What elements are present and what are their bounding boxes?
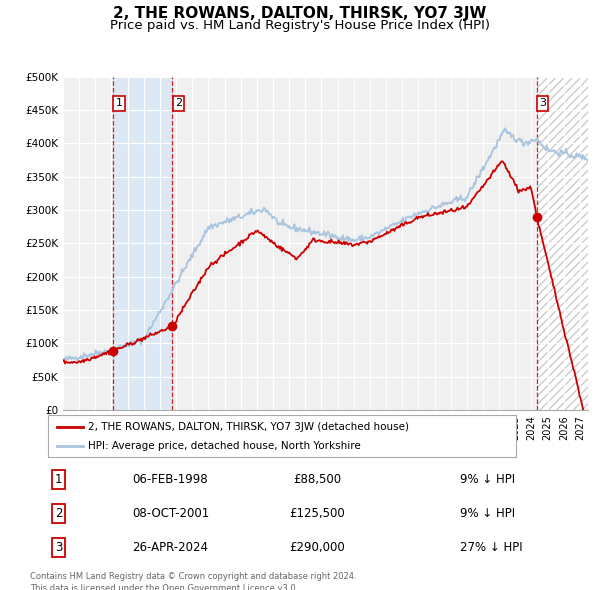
- Bar: [536, 77, 588, 410]
- Text: 2, THE ROWANS, DALTON, THIRSK, YO7 3JW: 2, THE ROWANS, DALTON, THIRSK, YO7 3JW: [113, 6, 487, 21]
- Text: Contains HM Land Registry data © Crown copyright and database right 2024.
This d: Contains HM Land Registry data © Crown c…: [30, 572, 356, 590]
- Text: 2: 2: [175, 99, 182, 109]
- Text: HPI: Average price, detached house, North Yorkshire: HPI: Average price, detached house, Nort…: [88, 441, 361, 451]
- Text: 2: 2: [55, 507, 62, 520]
- Text: 3: 3: [539, 99, 546, 109]
- Bar: [536, 77, 588, 410]
- Text: 3: 3: [55, 541, 62, 554]
- Text: £290,000: £290,000: [289, 541, 345, 554]
- Text: 9% ↓ HPI: 9% ↓ HPI: [460, 507, 515, 520]
- Text: 1: 1: [55, 473, 62, 486]
- Text: 9% ↓ HPI: 9% ↓ HPI: [460, 473, 515, 486]
- Text: 1: 1: [115, 99, 122, 109]
- Text: 27% ↓ HPI: 27% ↓ HPI: [460, 541, 523, 554]
- Text: 08-OCT-2001: 08-OCT-2001: [133, 507, 210, 520]
- Text: 2, THE ROWANS, DALTON, THIRSK, YO7 3JW (detached house): 2, THE ROWANS, DALTON, THIRSK, YO7 3JW (…: [88, 422, 409, 432]
- Text: £88,500: £88,500: [293, 473, 341, 486]
- Bar: [113, 77, 172, 410]
- Text: £125,500: £125,500: [289, 507, 345, 520]
- Text: 06-FEB-1998: 06-FEB-1998: [133, 473, 208, 486]
- Text: Price paid vs. HM Land Registry's House Price Index (HPI): Price paid vs. HM Land Registry's House …: [110, 19, 490, 32]
- Text: 26-APR-2024: 26-APR-2024: [133, 541, 208, 554]
